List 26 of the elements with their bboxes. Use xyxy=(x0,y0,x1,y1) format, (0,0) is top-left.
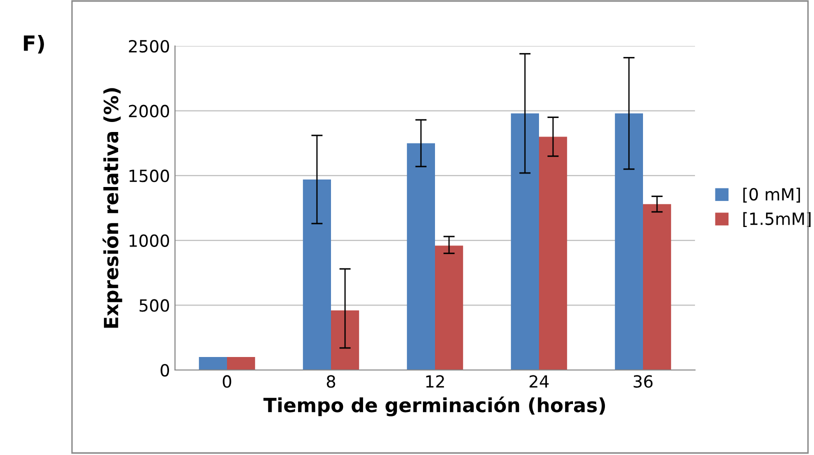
y-tick-label: 2000 xyxy=(128,104,170,118)
y-axis-title: Expresión relativa (%) xyxy=(102,88,122,328)
legend-label: [1.5mM] xyxy=(743,212,811,228)
bar xyxy=(302,179,331,370)
bar xyxy=(539,136,568,370)
y-tick-label: 1000 xyxy=(130,234,170,247)
bar xyxy=(227,357,256,370)
bar xyxy=(643,204,672,370)
bar xyxy=(331,310,360,370)
x-tick-label: 12 xyxy=(426,375,444,388)
x-axis-title: Tiempo de germinación (horas) xyxy=(263,396,605,416)
legend-label: [0 mM] xyxy=(743,188,800,203)
bar xyxy=(614,113,643,370)
text: F) xyxy=(24,34,44,54)
x-tick-label: 36 xyxy=(634,375,653,388)
y-tick-label: 500 xyxy=(140,299,170,312)
y-tick-label: 2500 xyxy=(128,40,170,53)
x-tick-label: 0 xyxy=(222,375,232,388)
bar xyxy=(435,246,464,370)
bar xyxy=(198,357,227,370)
y-tick-label: 0 xyxy=(160,364,170,377)
bar xyxy=(406,143,435,370)
x-tick-label: 24 xyxy=(530,375,549,388)
x-tick-label: 8 xyxy=(326,375,336,388)
y-tick-label: 1500 xyxy=(130,170,170,182)
bar xyxy=(510,113,539,370)
